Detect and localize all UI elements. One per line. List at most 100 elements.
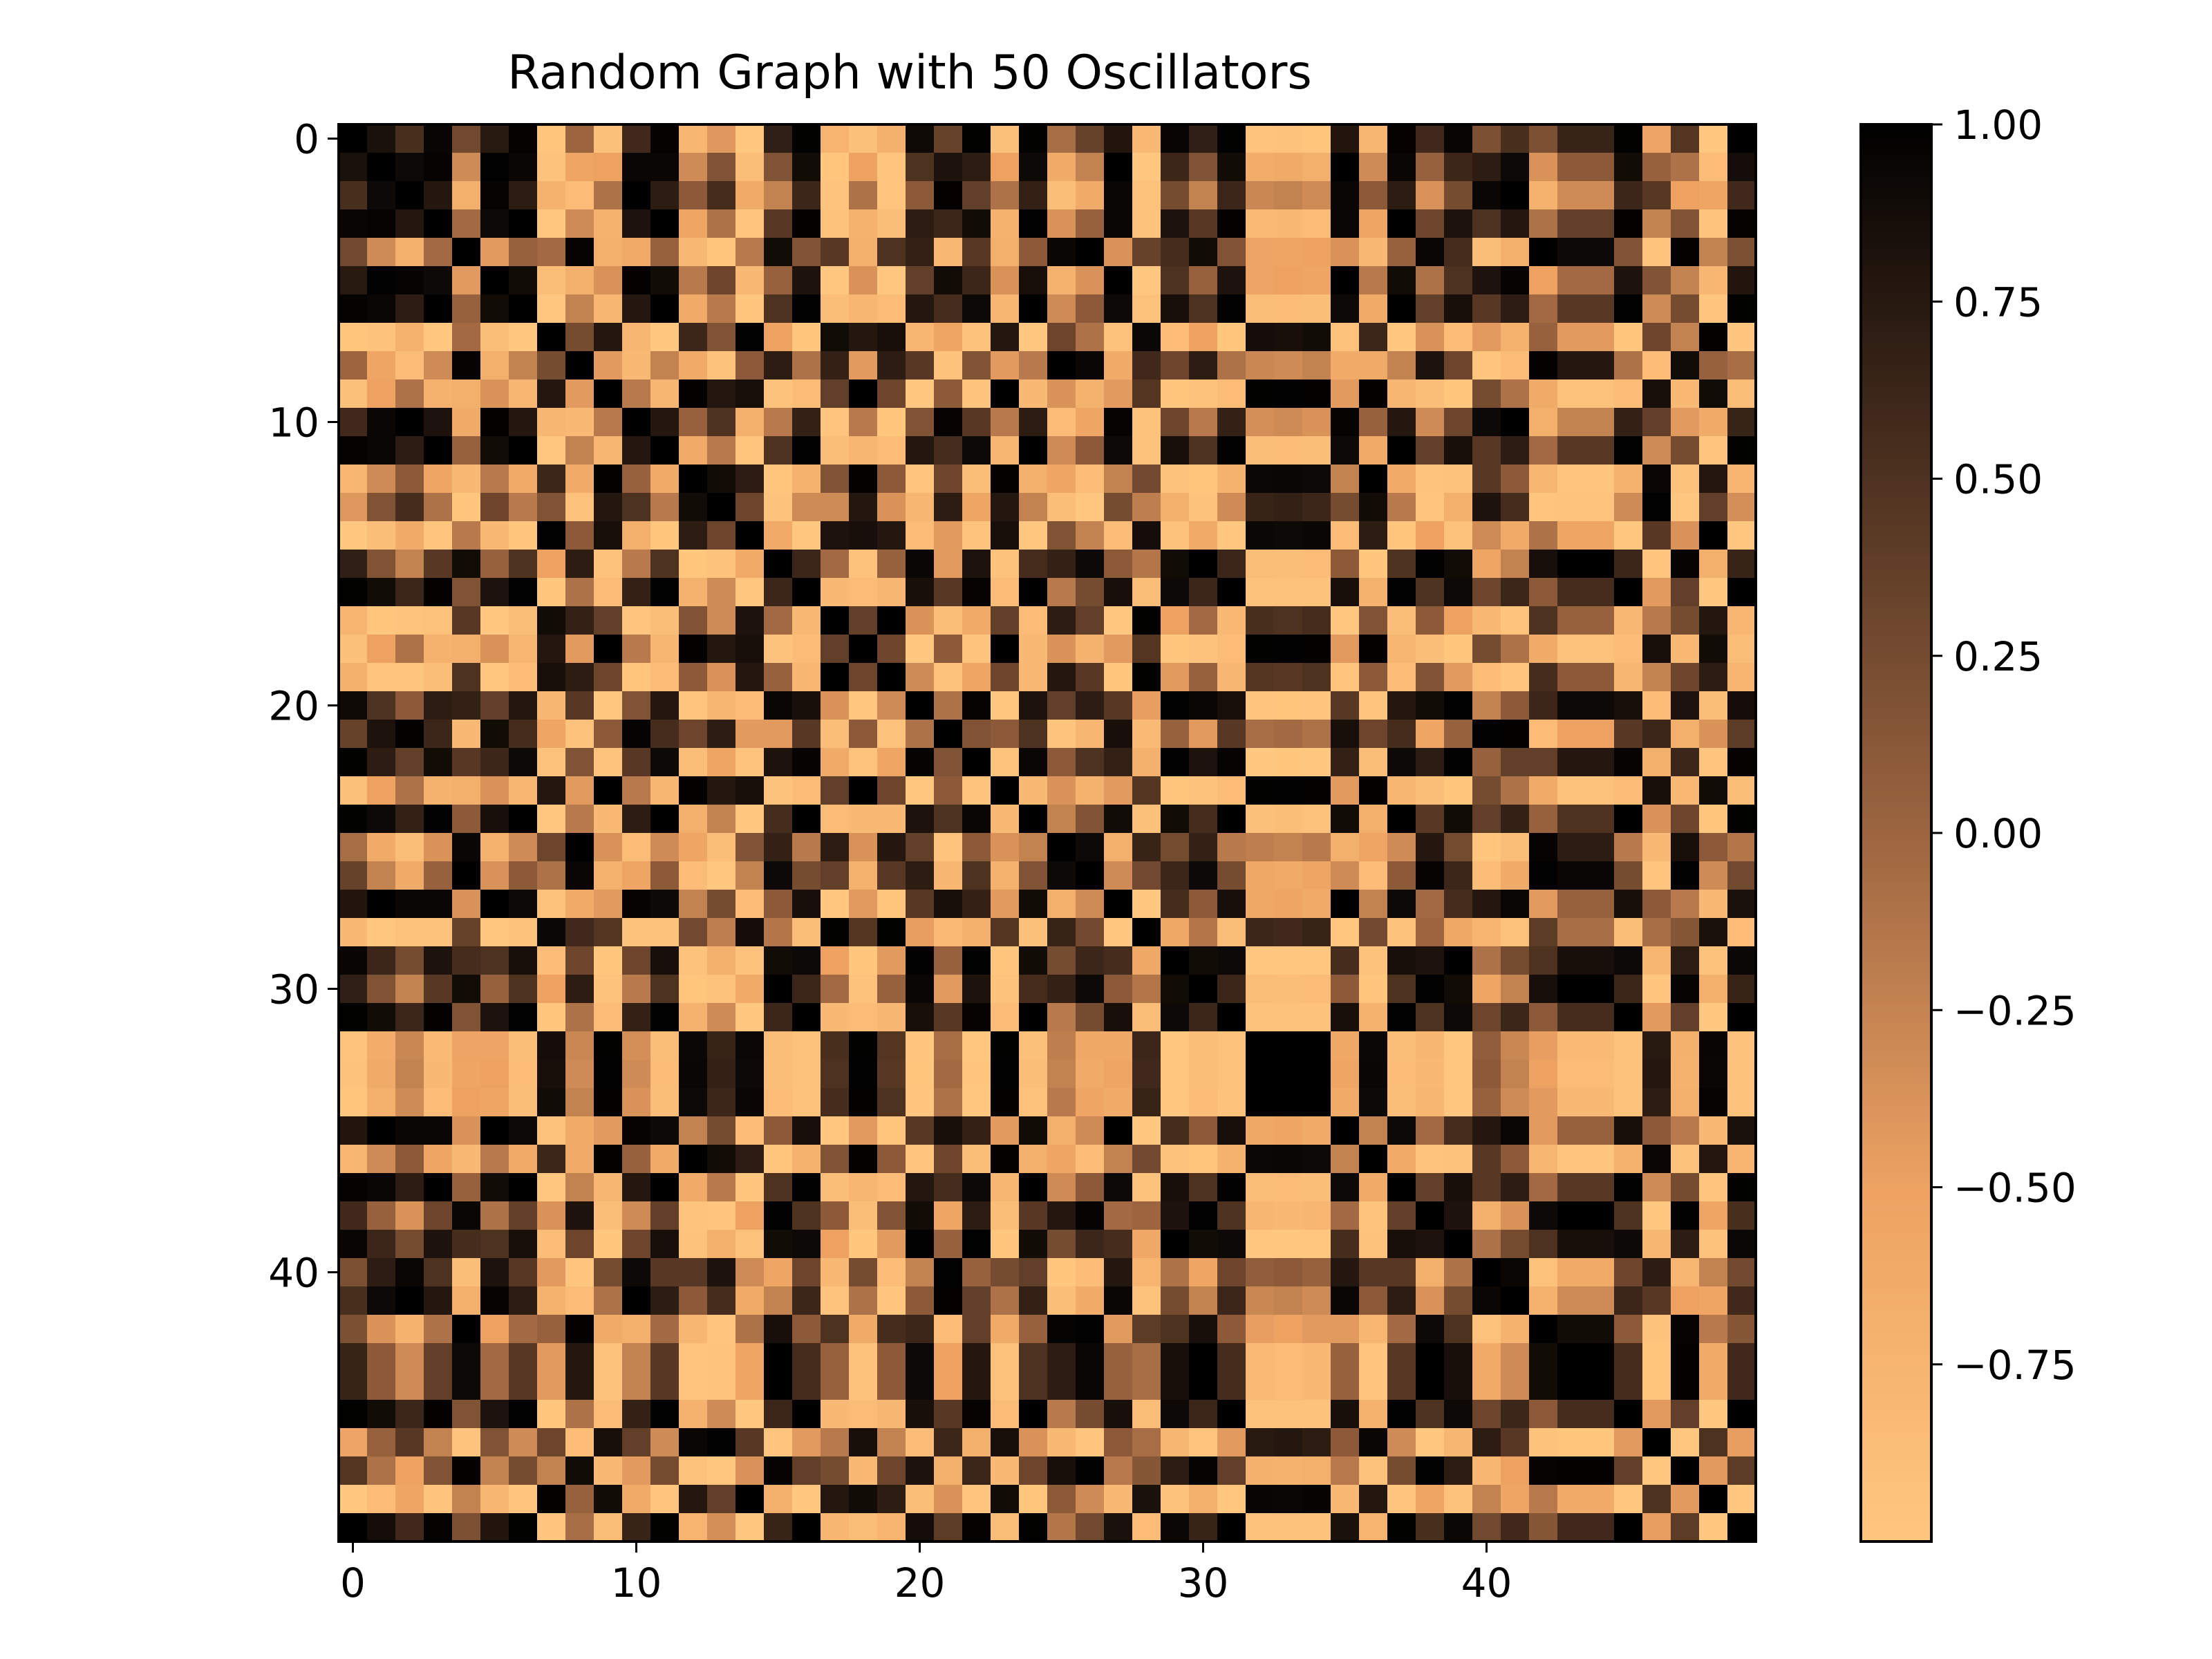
heatmap-cell [1359, 776, 1388, 805]
heatmap-cell [480, 606, 509, 635]
colorbar-tick-label: 0.00 [1953, 810, 2043, 857]
heatmap-cell [1076, 578, 1105, 607]
heatmap-cell [1416, 890, 1445, 919]
heatmap-cell [821, 1201, 850, 1230]
heatmap-cell [1671, 890, 1700, 919]
heatmap-cell [1132, 1513, 1161, 1542]
heatmap-cell [367, 805, 396, 834]
heatmap-cell [764, 521, 793, 550]
heatmap-cell [991, 1400, 1020, 1429]
heatmap-cell [1189, 521, 1218, 550]
heatmap-cell [962, 1060, 991, 1089]
heatmap-cell [679, 890, 708, 919]
heatmap-cell [1076, 1428, 1105, 1457]
heatmap-cell [792, 238, 821, 267]
heatmap-cell [1331, 720, 1360, 749]
heatmap-cell [622, 890, 651, 919]
y-tick-label: 30 [268, 966, 319, 1013]
heatmap-cell [537, 748, 566, 777]
heatmap-cell [1359, 748, 1388, 777]
heatmap-cell [1076, 1513, 1105, 1542]
heatmap-cell [1501, 776, 1530, 805]
heatmap-cell [1189, 1003, 1218, 1032]
heatmap-cell [537, 493, 566, 522]
heatmap-cell [735, 776, 765, 805]
heatmap-cell [792, 351, 821, 380]
heatmap-cell [1189, 238, 1218, 267]
heatmap-cell [424, 1258, 453, 1287]
heatmap-cell [650, 1400, 679, 1429]
heatmap-cell [1727, 890, 1756, 919]
heatmap-cell [622, 946, 651, 975]
heatmap-cell [367, 1060, 396, 1089]
heatmap-cell [764, 493, 793, 522]
heatmap-cell [1671, 294, 1700, 324]
heatmap-cell [821, 1258, 850, 1287]
heatmap-cell [1076, 1230, 1105, 1259]
heatmap-cell [1642, 663, 1671, 692]
heatmap-cell [991, 1485, 1020, 1514]
heatmap-cell [1076, 975, 1105, 1004]
heatmap-cell [1671, 1145, 1700, 1174]
heatmap-cell [1246, 408, 1275, 437]
heatmap-cell [650, 1230, 679, 1259]
heatmap-cell [339, 720, 368, 749]
heatmap-cell [1132, 1400, 1161, 1429]
heatmap-cell [509, 1485, 538, 1514]
heatmap-cell [367, 635, 396, 664]
heatmap-cell [1217, 691, 1246, 720]
heatmap-cell [1132, 1145, 1161, 1174]
heatmap-cell [424, 861, 453, 890]
heatmap-cell [792, 1456, 821, 1485]
heatmap-cell [1529, 1201, 1558, 1230]
heatmap-cell [1132, 1003, 1161, 1032]
heatmap-cell [1472, 1201, 1501, 1230]
heatmap-cell [1359, 861, 1388, 890]
heatmap-cell [1699, 408, 1728, 437]
heatmap-cell [452, 521, 481, 550]
heatmap-cell [480, 1456, 509, 1485]
heatmap-cell [594, 1173, 623, 1202]
heatmap-cell [1274, 946, 1303, 975]
heatmap-cell [962, 124, 991, 153]
heatmap-cell [1274, 635, 1303, 664]
heatmap-cell [339, 1343, 368, 1372]
heatmap-cell [906, 124, 935, 153]
heatmap-cell [1642, 1201, 1671, 1230]
heatmap-cell [565, 776, 594, 805]
heatmap-cell [424, 1343, 453, 1372]
heatmap-cell [1501, 663, 1530, 692]
heatmap-cell [1614, 1513, 1643, 1542]
heatmap-cell [877, 351, 906, 380]
heatmap-cell [1416, 1485, 1445, 1514]
heatmap-cell [650, 890, 679, 919]
heatmap-cell [452, 1513, 481, 1542]
heatmap-cell [367, 890, 396, 919]
heatmap-cell [1501, 436, 1530, 465]
heatmap-cell [594, 776, 623, 805]
heatmap-cell [849, 1485, 878, 1514]
heatmap-cell [452, 181, 481, 210]
heatmap-cell [1246, 776, 1275, 805]
heatmap-cell [1104, 266, 1133, 295]
heatmap-cell [679, 521, 708, 550]
heatmap-cell [707, 209, 736, 238]
heatmap-cell [1586, 1031, 1615, 1060]
heatmap-cell [1671, 918, 1700, 947]
heatmap-cell [509, 294, 538, 324]
heatmap-cell [906, 861, 935, 890]
heatmap-cell [877, 465, 906, 494]
heatmap-cell [1246, 323, 1275, 352]
heatmap-cell [735, 975, 765, 1004]
heatmap-cell [565, 181, 594, 210]
heatmap-cell [991, 578, 1020, 607]
heatmap-cell [991, 1315, 1020, 1344]
heatmap-cell [1189, 720, 1218, 749]
heatmap-cell [1614, 975, 1643, 1004]
heatmap-cell [1416, 1031, 1445, 1060]
heatmap-cell [424, 266, 453, 295]
heatmap-cell [792, 1371, 821, 1400]
heatmap-cell [1387, 1201, 1416, 1230]
heatmap-cell [1019, 1003, 1048, 1032]
heatmap-cell [1047, 1173, 1076, 1202]
